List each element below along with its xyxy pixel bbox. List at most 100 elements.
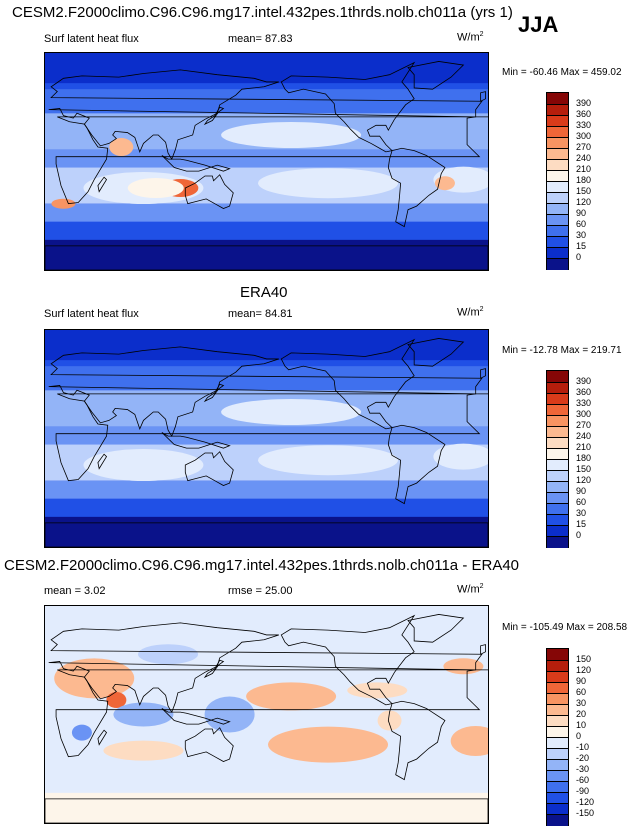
colorbar-label: 270 — [576, 141, 592, 152]
colorbar-swatch — [547, 748, 568, 760]
coastline — [184, 174, 234, 209]
colorbar-swatch — [547, 704, 568, 716]
colorbar-swatch — [547, 492, 568, 504]
field-band-southern-ocean — [45, 498, 488, 517]
colorbar-label: 210 — [576, 441, 592, 452]
colorbar-swatch — [547, 737, 568, 749]
colorbar-label: 150 — [576, 463, 592, 474]
coastline — [280, 614, 416, 706]
coastline — [55, 116, 488, 205]
coastline — [280, 61, 416, 153]
coastline — [45, 798, 488, 823]
colorbar-label: 90 — [576, 207, 587, 218]
colorbar-label: 90 — [576, 675, 587, 686]
colorbar-label: 10 — [576, 719, 587, 730]
colorbar-label: 30 — [576, 229, 587, 240]
diff-e-pacific-n — [347, 682, 408, 699]
coastline — [161, 432, 231, 449]
colorbar-label: -20 — [576, 752, 590, 763]
field-max-n-pacific — [221, 121, 362, 148]
diff-s-atlantic — [450, 726, 488, 757]
field-band-sh-midlat — [45, 480, 488, 499]
colorbar-label: 150 — [576, 653, 592, 664]
colorbar-label: 0 — [576, 730, 582, 741]
colorbar-swatch — [547, 415, 568, 427]
colorbar-swatch — [547, 137, 568, 149]
panel1-colorbar: 390 360 330 300 270 240 210 180 150 120 90 60 30 15 0 — [546, 92, 626, 270]
colorbar-swatch — [547, 682, 568, 694]
colorbar-swatch — [547, 225, 568, 237]
diff-w-pacific — [204, 696, 255, 733]
colorbar-swatch — [547, 371, 568, 382]
field-max-s-pacific — [258, 168, 399, 199]
panel3-mean-label: mean = 3.02 — [44, 585, 106, 597]
map-svg — [45, 330, 488, 547]
colorbar-label: 120 — [576, 664, 592, 675]
colorbar-swatch — [547, 514, 568, 526]
colorbar-label: 0 — [576, 529, 582, 540]
panel1-mean-label: mean= 87.83 — [228, 33, 293, 45]
diff-antarctic — [45, 792, 488, 823]
colorbar-swatch — [547, 448, 568, 460]
colorbar-label: -10 — [576, 741, 590, 752]
panel2-title: ERA40 — [240, 284, 288, 301]
coastline — [480, 368, 486, 379]
colorbar-swatch — [547, 393, 568, 405]
field-band-nh-midlat — [45, 366, 488, 391]
diff-indian-eq — [113, 702, 174, 727]
field-max-s-indian — [83, 449, 204, 482]
colorbar-swatch — [547, 192, 568, 204]
colorbar-label: -120 — [576, 796, 595, 807]
field-band-southern-ocean — [45, 221, 488, 240]
colorbar-swatch — [547, 93, 568, 104]
colorbar-box — [546, 92, 569, 270]
field-band-nh-midlat — [45, 89, 488, 114]
field-max-agulhas — [51, 198, 76, 209]
diff-n-pacific — [246, 682, 337, 711]
coastline — [480, 644, 486, 655]
colorbar-swatch — [547, 726, 568, 738]
colorbar-label: 15 — [576, 240, 587, 251]
colorbar-swatch — [547, 126, 568, 138]
coastline — [387, 700, 446, 781]
colorbar-label: 15 — [576, 518, 587, 529]
coastline — [184, 451, 234, 486]
colorbar-swatch — [547, 715, 568, 727]
colorbar-swatch — [547, 536, 568, 548]
diff-s-indian — [103, 740, 184, 761]
colorbar-label: 390 — [576, 375, 592, 386]
coastline — [203, 659, 225, 679]
colorbar-swatch — [547, 104, 568, 116]
diff-arabian-sea — [106, 692, 127, 709]
colorbar-label: 360 — [576, 108, 592, 119]
colorbar-swatch — [547, 159, 568, 171]
colorbar-label: 330 — [576, 119, 592, 130]
colorbar-label: 180 — [576, 174, 592, 185]
colorbar-swatch — [547, 382, 568, 394]
coastline — [407, 338, 465, 367]
panel3-units: W/m2 — [457, 583, 484, 596]
colorbar-label: -150 — [576, 807, 595, 818]
colorbar-label: 30 — [576, 507, 587, 518]
coastline — [97, 176, 108, 193]
colorbar-box — [546, 648, 569, 826]
panel3-title: CESM2.F2000climo.C96.C96.mg17.intel.432p… — [4, 557, 520, 574]
colorbar-swatch — [547, 781, 568, 793]
colorbar-label: 150 — [576, 185, 592, 196]
panel3-rmse-label: rmse = 25.00 — [228, 585, 293, 597]
panel2-mean-label: mean= 84.81 — [228, 308, 293, 320]
map-svg — [45, 606, 488, 823]
colorbar-label: 120 — [576, 196, 592, 207]
coastline — [280, 338, 416, 430]
coastline — [407, 61, 465, 90]
colorbar-swatch — [547, 148, 568, 160]
coastline — [97, 729, 108, 746]
panel1-units: W/m2 — [457, 31, 484, 44]
colorbar-label: 120 — [576, 474, 592, 485]
coastline — [387, 424, 446, 505]
diff-s-pacific — [268, 726, 389, 763]
colorbar-swatch — [547, 203, 568, 215]
field-band-equator — [45, 426, 488, 445]
coastline — [55, 669, 488, 758]
field-band-arctic — [45, 330, 488, 361]
